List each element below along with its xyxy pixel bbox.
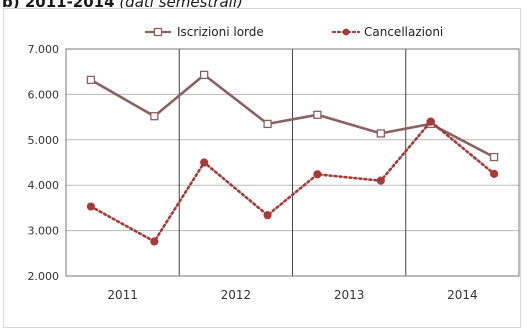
- x-tick-label: 2011: [107, 288, 138, 302]
- x-tick-label: 2014: [447, 288, 478, 302]
- legend-marker-iscrizioni-lorde: [153, 27, 163, 37]
- data-point-cancellazioni: [86, 202, 96, 211]
- data-point-iscrizioni-lorde: [86, 75, 96, 85]
- data-point-iscrizioni-lorde: [376, 129, 385, 138]
- series-line-iscrizioni-lorde: [90, 73, 495, 159]
- y-tick-label: 5.000: [28, 134, 60, 147]
- y-tick-label: 4.000: [28, 179, 60, 192]
- data-point-iscrizioni-lorde: [150, 112, 159, 121]
- chart-heading-label: b) 2011-2014: [2, 0, 115, 11]
- data-point-cancellazioni: [313, 170, 322, 179]
- data-point-cancellazioni: [489, 169, 499, 178]
- series-line-cancellazioni: [89, 120, 496, 243]
- y-tick-label: 7.000: [28, 43, 60, 56]
- chart-heading-subtitle: (dati semestrali): [119, 0, 243, 11]
- data-point-cancellazioni: [200, 158, 209, 167]
- data-point-iscrizioni-lorde: [263, 119, 272, 129]
- data-point-cancellazioni: [150, 237, 159, 246]
- data-point-cancellazioni: [263, 211, 272, 220]
- x-tick-label: 2013: [334, 288, 365, 302]
- data-point-iscrizioni-lorde: [313, 110, 322, 119]
- data-point-cancellazioni: [426, 117, 435, 126]
- chart-heading: b) 2011-2014 (dati semestrali): [2, 0, 243, 11]
- data-point-cancellazioni: [376, 176, 385, 185]
- data-point-iscrizioni-lorde: [200, 70, 209, 80]
- y-tick-label: 6.000: [28, 88, 60, 101]
- y-tick-label: 3.000: [28, 225, 60, 238]
- legend-marker-cancellazioni: [342, 28, 350, 36]
- legend-label-iscrizioni-lorde: Iscrizioni lorde: [177, 25, 264, 39]
- plot-border: [65, 48, 520, 277]
- data-point-iscrizioni-lorde: [489, 152, 499, 162]
- x-tick-label: 2012: [221, 288, 252, 302]
- y-tick-label: 2.000: [28, 270, 60, 283]
- chart-outer-frame: [3, 8, 521, 328]
- legend-label-cancellazioni: Cancellazioni: [364, 25, 443, 39]
